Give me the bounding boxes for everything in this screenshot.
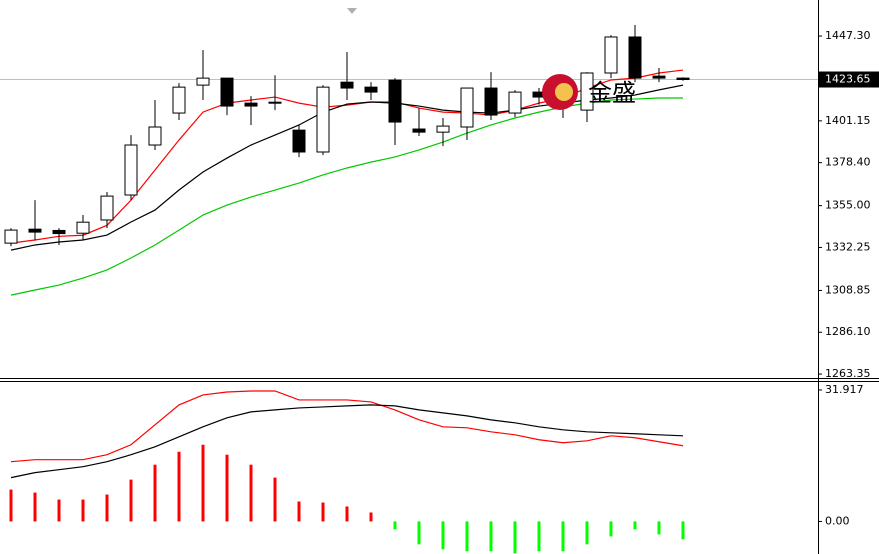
histogram-bar bbox=[489, 521, 493, 552]
candle-body bbox=[100, 195, 114, 221]
y-tick-label: 1447.30 bbox=[825, 29, 871, 42]
histogram-bar bbox=[561, 521, 565, 552]
candle-body bbox=[484, 87, 498, 116]
y-tick-label: 1286.10 bbox=[825, 325, 871, 338]
histogram-bar bbox=[441, 521, 445, 550]
watermark-logo: 金盛 bbox=[542, 74, 636, 110]
histogram-bar bbox=[201, 444, 205, 522]
candle-body bbox=[652, 75, 666, 79]
y-tick-label: 1332.25 bbox=[825, 240, 871, 253]
histogram-bar bbox=[609, 521, 613, 537]
histogram-bar bbox=[177, 451, 181, 522]
y-tick-label: 1308.85 bbox=[825, 283, 871, 296]
candle-body bbox=[172, 86, 186, 114]
histogram-bar bbox=[321, 502, 325, 522]
histogram-bar bbox=[273, 477, 277, 522]
indicator-line bbox=[10, 390, 684, 463]
histogram-bar bbox=[153, 464, 157, 522]
indicator-line bbox=[10, 404, 684, 479]
histogram-bar bbox=[249, 464, 253, 522]
histogram-bar bbox=[417, 521, 421, 545]
histogram-bar bbox=[585, 521, 589, 545]
histogram-bar bbox=[9, 489, 13, 522]
histogram-bar bbox=[633, 521, 637, 530]
candle-body bbox=[52, 229, 66, 235]
candle-body bbox=[244, 102, 258, 107]
logo-inner bbox=[555, 83, 573, 101]
candle-body bbox=[604, 36, 618, 74]
candle-body bbox=[412, 128, 426, 133]
candle-body bbox=[196, 77, 210, 86]
histogram-bar bbox=[57, 499, 61, 522]
candle-body bbox=[316, 86, 330, 153]
histogram-bar bbox=[129, 479, 133, 522]
candle-body bbox=[388, 79, 402, 123]
histogram-bar bbox=[393, 521, 397, 530]
candle-body bbox=[628, 36, 642, 79]
y-tick-label: 0.00 bbox=[825, 514, 850, 527]
histogram-bar bbox=[225, 454, 229, 522]
histogram-bar bbox=[369, 512, 373, 522]
histogram-bar bbox=[81, 499, 85, 522]
candle-body bbox=[460, 87, 474, 128]
candle-body bbox=[340, 81, 354, 89]
candle-body bbox=[676, 77, 690, 81]
y-tick-label: 1401.15 bbox=[825, 114, 871, 127]
histogram-bar bbox=[345, 506, 349, 522]
histogram-bar bbox=[465, 521, 469, 552]
shift-marker bbox=[347, 8, 357, 14]
candle-body bbox=[580, 72, 594, 111]
candle-body bbox=[268, 101, 282, 104]
histogram-bar bbox=[537, 521, 541, 552]
candle-body bbox=[4, 229, 18, 244]
histogram-bar bbox=[657, 521, 661, 535]
candle-body bbox=[148, 126, 162, 146]
candle-body bbox=[220, 77, 234, 107]
histogram-bar bbox=[513, 521, 517, 554]
candle-body bbox=[28, 228, 42, 233]
histogram-bar bbox=[105, 494, 109, 522]
candle-body bbox=[508, 91, 522, 114]
y-tick-label: 31.917 bbox=[825, 383, 864, 396]
candle-body bbox=[76, 221, 90, 234]
last-price-label: 1423.65 bbox=[825, 73, 871, 86]
y-tick-label: 1355.00 bbox=[825, 199, 871, 212]
histogram-bar bbox=[681, 521, 685, 540]
candle-body bbox=[436, 125, 450, 133]
y-tick-label: 1263.35 bbox=[825, 367, 871, 380]
last-price-box bbox=[819, 71, 879, 88]
watermark-text: 金盛 bbox=[588, 79, 636, 107]
histogram-bar bbox=[297, 501, 301, 522]
y-tick-label: 1378.40 bbox=[825, 156, 871, 169]
candle-body bbox=[292, 129, 306, 153]
candle-body bbox=[124, 144, 138, 196]
candle-body bbox=[364, 86, 378, 93]
histogram-bar bbox=[33, 492, 37, 522]
